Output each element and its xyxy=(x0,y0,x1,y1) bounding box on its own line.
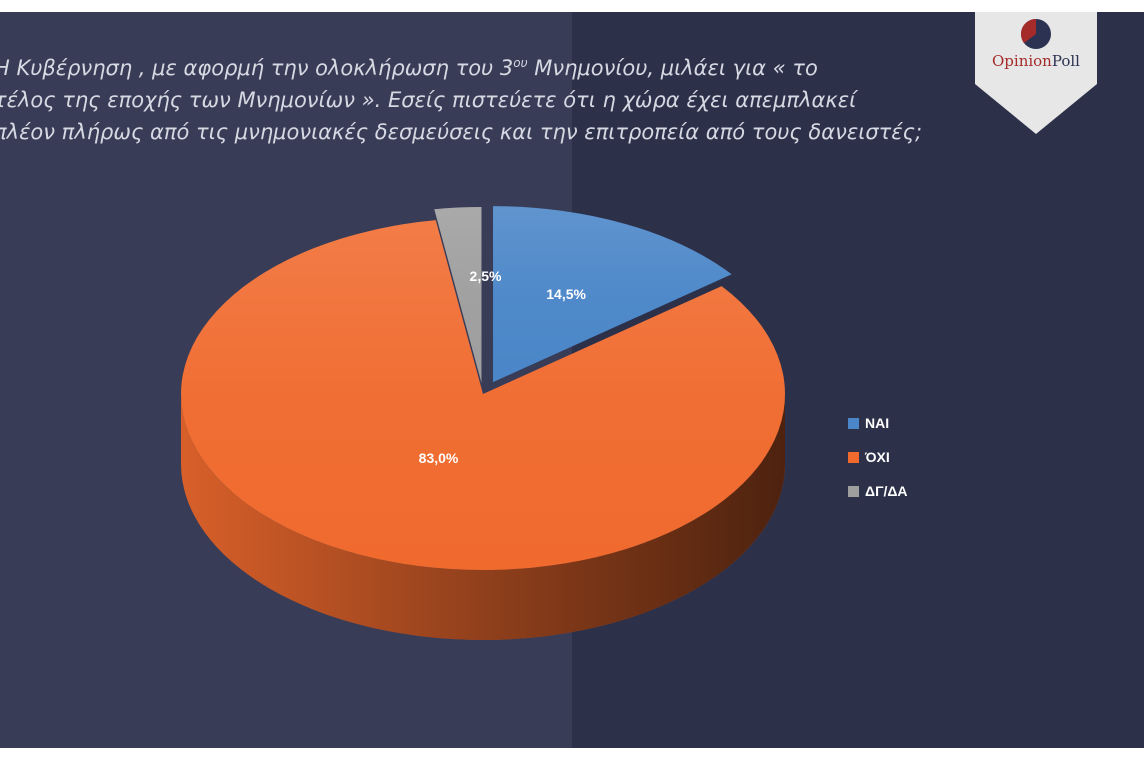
slide: Η Κυβέρνηση , με αφορμή την ολοκλήρωση τ… xyxy=(0,12,1144,748)
legend-label-oxi: ΌΧΙ xyxy=(865,449,890,465)
pie-chart: 14,5% 83,0% 2,5% xyxy=(180,206,785,640)
logo-badge-shape xyxy=(975,12,1097,134)
title-line-1: Η Κυβέρνηση , με αφορμή την ολοκλήρωση τ… xyxy=(0,52,984,84)
legend-swatch-dgda xyxy=(848,485,859,497)
title-line-2: τέλος της εποχής των Μνημονίων ». Εσείς … xyxy=(0,88,857,112)
logo-text-poll: Poll xyxy=(1051,52,1080,70)
logo-slice-icon xyxy=(1021,19,1036,43)
legend-swatch-oxi xyxy=(848,451,859,463)
pie-tops xyxy=(180,206,785,570)
pie-sides xyxy=(181,394,785,640)
chart-legend: ΝΑΙ ΌΧΙ ΔΓ/ΔΑ xyxy=(848,406,908,508)
legend-label-dgda: ΔΓ/ΔΑ xyxy=(865,483,908,499)
logo-badge-icon xyxy=(975,12,1097,134)
legend-label-nai: ΝΑΙ xyxy=(865,415,890,431)
title-line-1-start: Η Κυβέρνηση , με αφορμή την ολοκλήρωση τ… xyxy=(0,56,514,80)
data-label-oxi: 83,0% xyxy=(419,450,459,466)
opinion-poll-logo: OpinionPoll xyxy=(975,12,1097,134)
data-label-nai: 14,5% xyxy=(546,286,586,302)
data-label-dgda: 2,5% xyxy=(470,268,502,284)
slice-oxi-side xyxy=(181,394,785,640)
slice-dgda xyxy=(434,207,482,384)
legend-item-oxi: ΌΧΙ xyxy=(848,440,908,474)
legend-swatch-nai xyxy=(848,417,859,429)
slice-oxi xyxy=(180,220,785,570)
logo-text: OpinionPoll xyxy=(975,52,1097,70)
legend-item-nai: ΝΑΙ xyxy=(848,406,908,440)
pie-labels: 14,5% 83,0% 2,5% xyxy=(419,268,587,466)
title-superscript: ου xyxy=(513,56,528,70)
logo-text-opinion: Opinion xyxy=(992,52,1052,70)
legend-item-dgda: ΔΓ/ΔΑ xyxy=(848,474,908,508)
chart-title: Η Κυβέρνηση , με αφορμή την ολοκλήρωση τ… xyxy=(0,52,984,148)
title-line-1-end: Μνημονίου, μιλάει για « το xyxy=(527,56,818,80)
title-line-3: πλέον πλήρως από τις μνημονιακές δεσμεύσ… xyxy=(0,120,923,144)
slice-nai xyxy=(493,206,732,383)
